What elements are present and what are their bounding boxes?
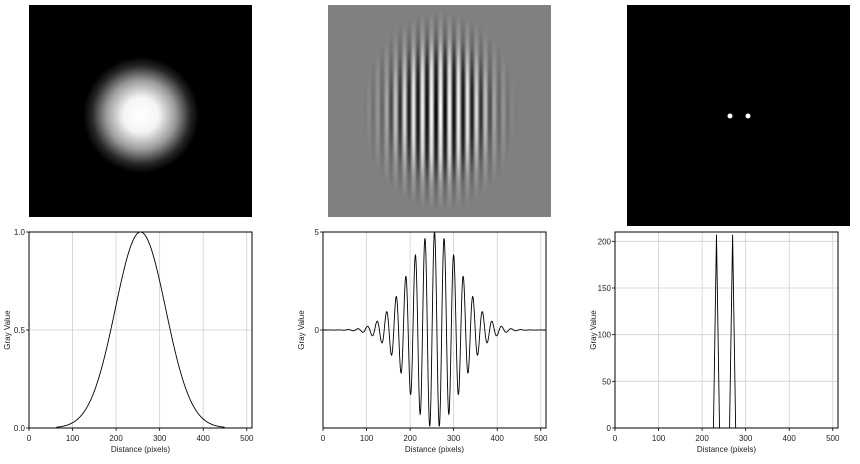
x-tick-label: 300 bbox=[447, 434, 461, 443]
series-line bbox=[323, 231, 546, 427]
gaussian-spot-image bbox=[29, 5, 252, 217]
x-axis-label: Distance (pixels) bbox=[405, 445, 464, 454]
x-axis-label: Distance (pixels) bbox=[111, 445, 170, 454]
y-tick-label: 1.0 bbox=[14, 228, 26, 237]
gabor-pattern-svg bbox=[328, 5, 551, 217]
x-axis-label: Distance (pixels) bbox=[697, 445, 756, 454]
y-axis-label: Gray Value bbox=[297, 310, 306, 350]
x-tick-label: 100 bbox=[66, 434, 80, 443]
y-axis-label: Gray Value bbox=[589, 310, 598, 350]
two-dots-image bbox=[627, 5, 850, 226]
x-tick-label: 400 bbox=[783, 434, 797, 443]
x-tick-label: 500 bbox=[534, 434, 548, 443]
y-tick-label: 5 bbox=[315, 228, 320, 237]
x-tick-label: 0 bbox=[321, 434, 326, 443]
x-tick-label: 400 bbox=[491, 434, 505, 443]
x-tick-label: 100 bbox=[652, 434, 666, 443]
x-tick-label: 300 bbox=[153, 434, 167, 443]
x-tick-label: 300 bbox=[739, 434, 753, 443]
dot-left bbox=[727, 113, 733, 119]
gaussian-spot bbox=[83, 57, 199, 173]
y-axis-label: Gray Value bbox=[3, 310, 12, 350]
x-tick-label: 0 bbox=[613, 434, 618, 443]
y-tick-label: 0.5 bbox=[14, 326, 26, 335]
x-tick-label: 200 bbox=[109, 434, 123, 443]
x-tick-label: 200 bbox=[695, 434, 709, 443]
two-dots-svg bbox=[627, 5, 850, 226]
profile-plot-2: 0 100 200 300 400 500 0 5 Distance (pixels) Gray … bbox=[297, 228, 548, 454]
y-tick-label: 100 bbox=[598, 331, 612, 340]
series-line bbox=[615, 234, 838, 429]
gabor-pattern-image bbox=[328, 5, 551, 217]
gaussian-spot-svg bbox=[29, 5, 252, 217]
y-tick-label: 150 bbox=[598, 284, 612, 293]
x-tick-label: 200 bbox=[403, 434, 417, 443]
y-tick-label: 200 bbox=[598, 237, 612, 246]
y-tick-label: 0 bbox=[607, 424, 612, 433]
dot-right bbox=[745, 113, 751, 119]
x-tick-label: 500 bbox=[826, 434, 840, 443]
x-tick-label: 500 bbox=[240, 434, 254, 443]
x-tick-label: 0 bbox=[27, 434, 32, 443]
plot-frame bbox=[614, 231, 839, 429]
y-tick-label: 0.0 bbox=[14, 424, 26, 433]
x-tick-label: 100 bbox=[360, 434, 374, 443]
y-tick-label: 0 bbox=[315, 326, 320, 335]
profile-plot-1: 0 100 200 300 400 500 0.0 0.5 1.0 Distance (pixel… bbox=[3, 228, 254, 454]
profile-plot-3: 0 100 200 300 400 500 0 50 100 150 200 Distance (pi… bbox=[589, 231, 840, 454]
x-tick-label: 400 bbox=[197, 434, 211, 443]
y-tick-label: 50 bbox=[602, 377, 611, 386]
